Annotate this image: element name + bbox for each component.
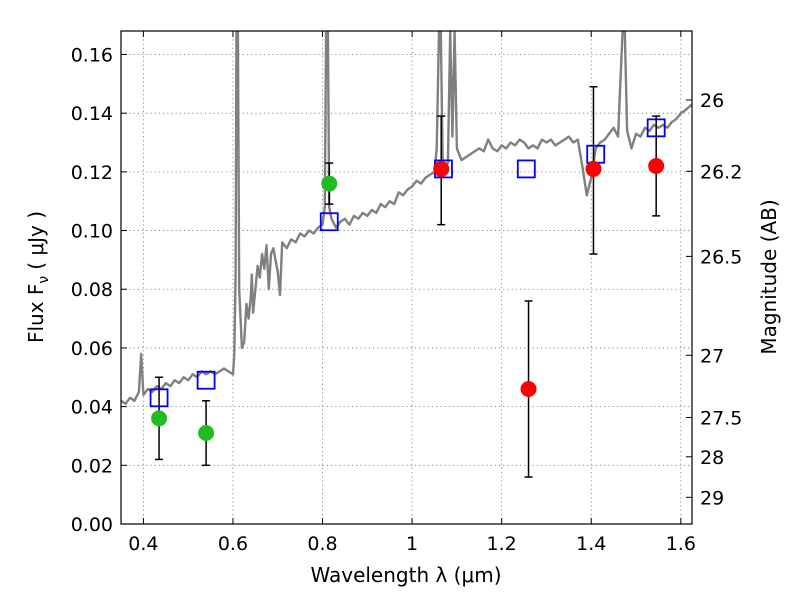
- plot-frame: [120, 30, 693, 525]
- y-axis-title-unit: ( μJy ): [24, 211, 48, 270]
- y-tick-label: 0.00: [71, 514, 113, 536]
- observed-data-point: [198, 425, 215, 442]
- x-tick-label: 1.4: [576, 533, 606, 555]
- x-axis-title: Wavelength λ (μm): [310, 563, 501, 587]
- model-square-point: [516, 159, 536, 179]
- y2-axis-title: Magnitude (AB): [757, 199, 781, 354]
- y-axis-title-main: Flux F: [24, 284, 48, 343]
- x-tick-label: 1.6: [666, 533, 696, 555]
- model-square-point: [319, 212, 339, 232]
- y2-tick-label: 27: [700, 345, 724, 367]
- y-tick-label: 0.04: [71, 397, 113, 419]
- y2-tick-label: 26.2: [700, 161, 742, 183]
- y2-tick-label: 26: [700, 90, 724, 112]
- x-tick-label: 0.6: [218, 533, 248, 555]
- y-tick-label: 0.14: [71, 103, 113, 125]
- data-layer: [121, 31, 692, 478]
- x-tick-label: 0.8: [307, 533, 337, 555]
- model-square-point: [646, 118, 666, 138]
- y-tick-label: 0.02: [71, 455, 113, 477]
- y-tick-label: 0.12: [71, 162, 113, 184]
- y-tick-label: 0.10: [71, 221, 113, 243]
- y-axis-title-subscript: ν: [36, 276, 52, 284]
- y-tick-label: 0.06: [71, 338, 113, 360]
- observed-data-point: [151, 410, 168, 427]
- y-tick-label: 0.08: [71, 279, 113, 301]
- y-tick-label: 0.16: [71, 44, 113, 66]
- spectrum-line: [121, 31, 692, 405]
- x-tick-label: 1.2: [487, 533, 517, 555]
- tick-layer: 0.4 0.6 0.8 1 1.2 1.4 1.6 0.00 0.02 0.04 0.06 0.08 0…: [71, 31, 742, 555]
- model-square-point: [149, 388, 169, 408]
- x-tick-label: 0.4: [128, 533, 158, 555]
- observed-data-point: [520, 381, 537, 398]
- y2-tick-label: 28: [700, 447, 724, 469]
- observed-data-point: [321, 175, 338, 192]
- x-tick-label: 1: [406, 533, 418, 555]
- y-axis-title: Flux Fν ( μJy ): [24, 211, 52, 343]
- y2-tick-label: 26.5: [700, 246, 742, 268]
- y2-tick-label: 29: [700, 487, 724, 509]
- y2-tick-label: 27.5: [700, 407, 742, 429]
- clipped-data-group: [121, 31, 692, 405]
- observed-data-point: [585, 160, 602, 177]
- observed-data-point: [648, 157, 665, 174]
- model-square-point: [196, 370, 216, 390]
- observed-data-point: [433, 160, 450, 177]
